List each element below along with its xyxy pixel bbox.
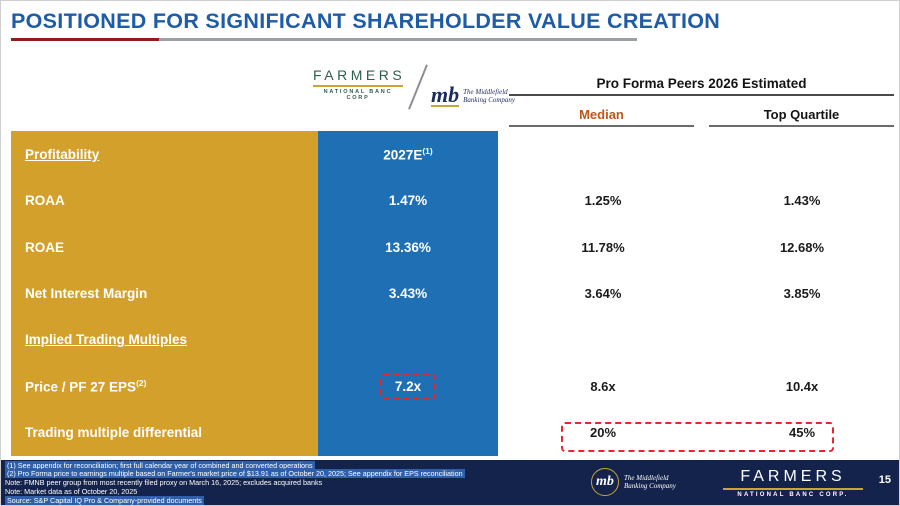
row-label: Profitability	[25, 146, 100, 162]
row-label: Trading multiple differential	[25, 425, 203, 441]
company-column-header: 2027E(1)	[383, 145, 433, 163]
row-label: Implied Trading Multiples	[25, 332, 188, 348]
title-underline-gray	[159, 38, 637, 41]
farmers-logo: FARMERS NATIONAL BANC CORP	[313, 67, 403, 101]
table-rows: Profitability 2027E(1) ROAA 1.47% 1.25% …	[11, 131, 894, 456]
footnotes: (1) See appendix for reconciliation; fir…	[5, 460, 465, 506]
company-value: 3.43%	[388, 285, 428, 301]
page-number: 15	[878, 474, 891, 486]
footer-middlefield-text: The Middlefield Banking Company	[624, 474, 676, 490]
footer-band: (1) See appendix for reconciliation; fir…	[1, 460, 899, 506]
middlefield-logo-text: The Middlefield Banking Company	[463, 88, 516, 104]
row-label: Net Interest Margin	[25, 285, 148, 301]
table-row-net-interest-margin: Net Interest Margin 3.43% 3.64% 3.85%	[11, 270, 894, 316]
footnote-3: Note: FMNB peer group from most recently…	[5, 478, 323, 488]
footer-farmers-name: FARMERS	[723, 468, 863, 490]
top-quartile-value: 3.85%	[783, 285, 821, 301]
table-row-roaa: ROAA 1.47% 1.25% 1.43%	[11, 177, 894, 223]
column-header-median: Median	[579, 107, 624, 122]
table-row-trading-multiple-differential: Trading multiple differential 20% 45%	[11, 410, 894, 456]
median-value: 11.78%	[581, 239, 625, 255]
median-value: 3.64%	[584, 285, 622, 301]
row-label: Price / PF 27 EPS(2)	[25, 378, 147, 395]
farmers-logo-name: FARMERS	[313, 67, 403, 87]
top-quartile-underline	[709, 125, 894, 127]
red-dashed-highlight-box: 7.2x	[379, 373, 437, 399]
logo-divider-slash	[408, 64, 428, 110]
middlefield-logo: mb The Middlefield Banking Company	[431, 82, 516, 107]
footer-farmers-logo: FARMERS NATIONAL BANC CORP.	[723, 468, 863, 498]
peers-header: Pro Forma Peers 2026 Estimated	[596, 76, 807, 91]
median-value: 8.6x	[590, 378, 616, 394]
median-value: 20%	[589, 425, 617, 441]
top-quartile-value: 1.43%	[783, 193, 821, 209]
top-quartile-value: 45%	[788, 425, 816, 441]
metrics-table: Profitability 2027E(1) ROAA 1.47% 1.25% …	[11, 131, 894, 456]
page-title: POSITIONED FOR SIGNIFICANT SHAREHOLDER V…	[11, 9, 721, 33]
column-header-top-quartile: Top Quartile	[763, 107, 840, 122]
footnote-4: Note: Market data as of October 20, 2025	[5, 487, 138, 497]
title-underline	[11, 38, 637, 41]
row-label: ROAE	[25, 239, 65, 255]
title-underline-red	[11, 38, 159, 41]
footnote-2: (2) Pro Forma price to earnings multiple…	[5, 469, 465, 479]
table-row-price-pf27-eps: Price / PF 27 EPS(2) 7.2x 8.6x 10.4x	[11, 363, 894, 409]
gold-label-panel	[11, 131, 318, 456]
top-quartile-value: 12.68%	[779, 239, 825, 255]
footnote-source: Source: S&P Capital IQ Pro & Company-pro…	[5, 496, 204, 506]
table-row-implied-trading-multiples: Implied Trading Multiples	[11, 317, 894, 363]
footnote-1: (1) See appendix for reconciliation; fir…	[5, 460, 315, 470]
row-label: ROAA	[25, 193, 65, 209]
farmers-logo-sub: NATIONAL BANC CORP	[323, 89, 393, 101]
blue-company-panel	[318, 131, 498, 456]
top-quartile-value: 10.4x	[785, 378, 819, 394]
median-underline	[509, 125, 694, 127]
peers-header-underline	[509, 94, 894, 96]
table-row-roae: ROAE 13.36% 11.78% 12.68%	[11, 224, 894, 270]
median-value: 1.25%	[584, 193, 622, 209]
footer-farmers-sub: NATIONAL BANC CORP.	[737, 492, 849, 498]
company-value: 13.36%	[385, 239, 431, 255]
mb-circle-icon: mb	[591, 468, 619, 496]
table-row-profitability: Profitability 2027E(1)	[11, 131, 894, 177]
mb-monogram-icon: mb	[431, 82, 460, 107]
company-value: 1.47%	[388, 193, 428, 209]
company-value-highlighted: 7.2x	[318, 373, 498, 399]
footer-middlefield-logo: mb The Middlefield Banking Company	[591, 468, 676, 496]
